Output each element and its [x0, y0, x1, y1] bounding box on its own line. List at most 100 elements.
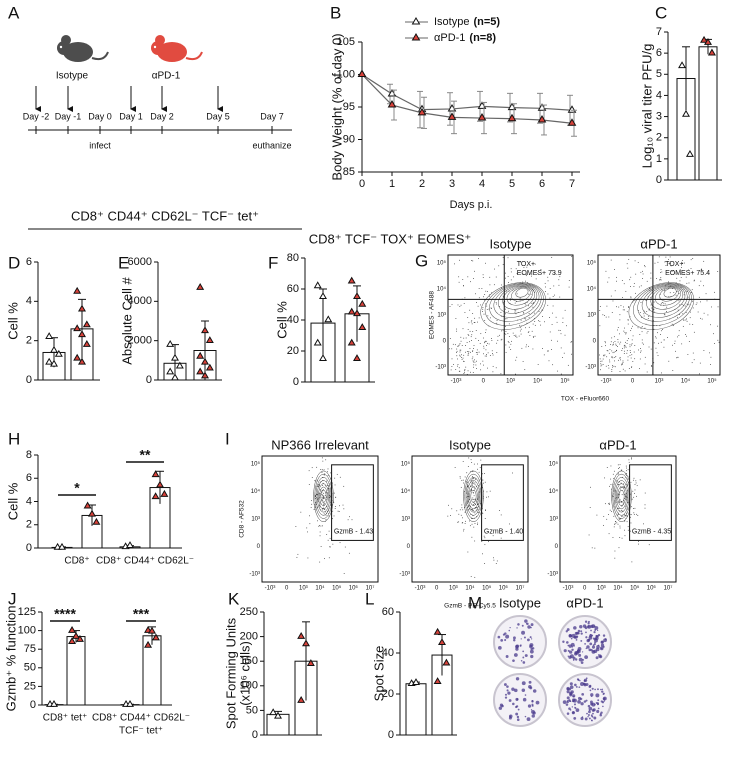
data-point: [49, 359, 59, 367]
event-dot: [330, 510, 332, 512]
gate-label: EOMES+ 75.4: [665, 270, 710, 277]
event-dot: [498, 265, 500, 267]
event-dot: [323, 497, 324, 499]
section-title: CD8⁺ TCF⁻ TOX⁺ EOMES⁺: [309, 231, 472, 246]
event-dot: [469, 330, 471, 332]
bar: [66, 636, 86, 706]
event-dot: [615, 343, 617, 345]
day-label: Day -1: [55, 111, 82, 121]
event-dot: [619, 467, 620, 469]
event-dot: [626, 521, 628, 523]
event-dot: [532, 336, 534, 338]
event-dot: [467, 486, 468, 488]
spot: [596, 702, 599, 705]
event-dot: [644, 327, 646, 329]
spot: [565, 703, 569, 706]
event-dot: [613, 342, 614, 344]
event-dot: [610, 344, 612, 345]
event-dot: [659, 294, 661, 295]
panel-label: L: [365, 589, 374, 608]
significance-label: ***: [133, 606, 150, 622]
event-dot: [485, 349, 487, 351]
event-dot: [689, 317, 691, 319]
spot: [572, 659, 575, 661]
event-dot: [552, 305, 554, 307]
spot: [589, 689, 592, 692]
event-dot: [320, 493, 321, 495]
event-dot: [491, 340, 493, 341]
event-dot: [456, 330, 458, 332]
event-dot: [650, 289, 652, 291]
event-dot: [483, 347, 485, 349]
event-dot: [332, 482, 333, 484]
event-dot: [482, 277, 484, 278]
event-dot: [547, 293, 549, 295]
event-dot: [669, 292, 671, 294]
spot: [498, 645, 502, 650]
spot: [584, 643, 586, 645]
event-dot: [471, 339, 472, 341]
event-dot: [618, 484, 620, 486]
event-dot: [470, 576, 472, 578]
event-dot: [624, 332, 626, 333]
event-dot: [489, 317, 491, 319]
event-dot: [520, 333, 522, 335]
event-dot: [522, 312, 524, 314]
event-dot: [613, 351, 615, 353]
event-dot: [640, 302, 642, 304]
event-dot: [644, 266, 646, 268]
event-dot: [616, 280, 617, 282]
contour: [480, 282, 546, 330]
event-dot: [623, 483, 624, 485]
event-dot: [629, 344, 631, 346]
event-dot: [455, 318, 457, 319]
data-point: [71, 631, 81, 639]
event-dot: [483, 345, 485, 347]
data-point: [151, 470, 160, 478]
event-dot: [623, 347, 625, 349]
event-dot: [678, 292, 680, 294]
y-tick-label: 0: [30, 699, 36, 711]
event-dot: [310, 500, 312, 502]
event-dot: [459, 477, 461, 479]
event-dot: [634, 260, 636, 262]
mouse-eye: [153, 45, 157, 49]
spot: [580, 630, 583, 633]
marker: [417, 107, 427, 116]
event-dot: [323, 496, 324, 498]
event-dot: [478, 479, 480, 481]
event-dot: [551, 324, 553, 325]
gate-label: GzmB - 1.43: [334, 528, 373, 535]
event-dot: [323, 513, 325, 515]
event-dot: [632, 361, 634, 362]
event-dot: [507, 257, 509, 259]
event-dot: [622, 297, 623, 298]
event-dot: [625, 495, 627, 497]
event-dot: [621, 363, 623, 365]
event-dot: [634, 489, 636, 491]
event-dot: [321, 472, 323, 473]
event-dot: [467, 317, 469, 318]
flow-x-tick: -10³: [451, 379, 462, 385]
spot: [574, 707, 577, 709]
event-dot: [600, 365, 602, 367]
event-dot: [450, 369, 452, 371]
event-dot: [491, 338, 492, 339]
flow-x-tick: 10⁴: [315, 585, 325, 592]
event-dot: [665, 264, 667, 266]
event-dot: [609, 509, 611, 511]
event-dot: [531, 303, 533, 304]
event-dot: [310, 507, 312, 508]
event-dot: [619, 527, 621, 529]
spot: [602, 697, 606, 701]
flow-x-tick: 0: [583, 586, 587, 592]
event-dot: [469, 490, 471, 492]
event-dot: [462, 522, 464, 523]
event-dot: [685, 334, 686, 336]
event-dot: [461, 507, 463, 509]
event-dot: [623, 493, 625, 495]
event-dot: [477, 463, 478, 465]
spot: [601, 690, 604, 693]
event-dot: [507, 341, 509, 342]
event-dot: [671, 288, 673, 290]
